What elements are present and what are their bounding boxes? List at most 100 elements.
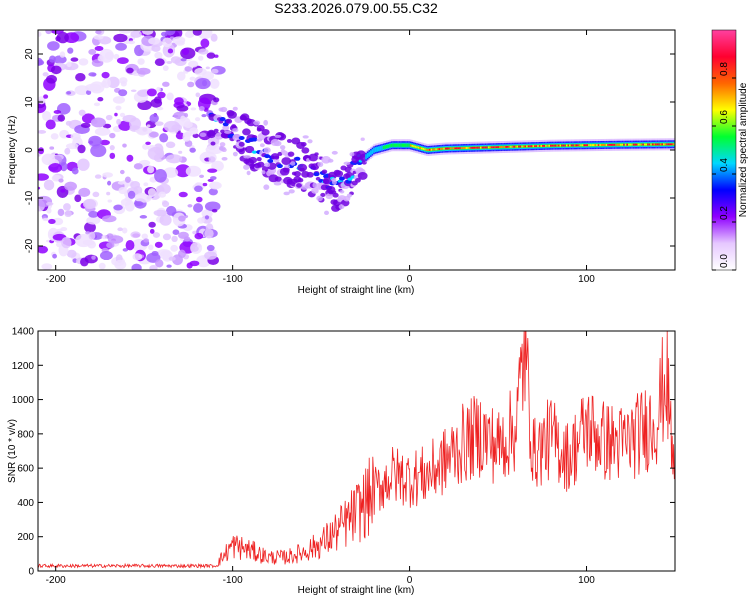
heatmap-noise-blob xyxy=(75,73,86,82)
heatmap-noise-blob xyxy=(190,245,199,252)
heatmap-noise-blob xyxy=(200,38,210,48)
heatmap-noise-blob xyxy=(38,129,47,134)
heatmap-trace-yellow xyxy=(430,148,433,151)
heatmap-noise-blob xyxy=(88,48,97,55)
heatmap-noise-blob xyxy=(113,33,128,43)
heatmap-trace-peak xyxy=(612,143,614,146)
heatmap-trace-yellow xyxy=(621,143,624,146)
heatmap-noise-blob xyxy=(60,161,68,172)
heatmap-trace-green xyxy=(384,145,386,149)
heatmap-noise-blob xyxy=(190,107,197,111)
heatmap-scatter-blob xyxy=(232,151,238,157)
heatmap-trace-peak xyxy=(481,146,484,149)
heatmap-trace-green xyxy=(385,145,388,149)
heatmap-trace-yellow xyxy=(503,145,506,148)
heatmap-trace-peak xyxy=(484,146,487,149)
heatmap-noise-blob xyxy=(188,60,199,68)
heatmap-noise-blob xyxy=(118,89,128,97)
heatmap-trace-peak xyxy=(623,143,626,146)
heatmap-noise-blob xyxy=(157,91,166,99)
heatmap-noise-blob xyxy=(192,133,200,139)
heatmap-noise-blob xyxy=(121,227,128,234)
heatmap-trace-yellow xyxy=(500,146,503,149)
heatmap-scatter-blob xyxy=(290,161,296,166)
heatmap-noise-blob xyxy=(80,257,89,267)
spectrogram-x-ticks: -200 -100 0 100 xyxy=(46,30,595,285)
heatmap-noise-blob xyxy=(168,256,176,261)
heatmap-scatter-blob xyxy=(224,130,232,134)
heatmap-trace-core xyxy=(267,158,274,163)
snr-x-tick-label: -200 xyxy=(46,575,66,586)
heatmap-scatter-blob xyxy=(246,170,251,176)
heatmap-scatter-blob xyxy=(346,193,352,198)
heatmap-noise-blob xyxy=(195,92,201,98)
heatmap-noise-blob xyxy=(118,30,133,34)
heatmap-noise-blob xyxy=(99,250,113,261)
heatmap-noise-blob xyxy=(147,188,157,198)
heatmap-noise-blob xyxy=(38,31,42,37)
heatmap-noise-blob xyxy=(63,203,71,211)
heatmap-trace-yellow xyxy=(615,143,617,146)
heatmap-noise-blob xyxy=(43,179,55,191)
heatmap-trace-yellow xyxy=(516,145,519,148)
heatmap-noise-blob xyxy=(66,249,77,258)
heatmap-noise-blob xyxy=(202,71,215,81)
heatmap-noise-blob xyxy=(143,238,150,243)
heatmap-scatter-blob xyxy=(312,182,317,188)
heatmap-noise-blob xyxy=(47,41,60,51)
heatmap-trace-peak xyxy=(626,143,629,146)
heatmap-noise-blob xyxy=(189,76,196,81)
heatmap-scatter-blob xyxy=(274,134,282,138)
heatmap-trace-yellow xyxy=(449,147,452,150)
heatmap-trace-inner xyxy=(365,154,367,160)
heatmap-trace-blob xyxy=(232,133,242,141)
heatmap-trace-yellow xyxy=(600,143,603,146)
heatmap-noise-blob xyxy=(161,31,168,37)
heatmap-trace-peak xyxy=(448,147,450,150)
heatmap-noise-blob xyxy=(90,144,107,158)
heatmap-trace-peak xyxy=(553,144,555,147)
heatmap-trace-peak xyxy=(495,146,498,149)
heatmap-trace-blob xyxy=(225,118,233,124)
heatmap-noise-blob xyxy=(131,263,142,270)
heatmap-noise-blob xyxy=(46,207,52,214)
heatmap-noise-blob xyxy=(135,126,153,135)
heatmap-trace-inner xyxy=(378,146,380,152)
heatmap-trace-green xyxy=(387,144,390,148)
heatmap-trace-peak xyxy=(483,146,485,149)
heatmap-noise-blob xyxy=(208,181,222,190)
heatmap-noise-blob xyxy=(189,260,200,267)
heatmap-trace-yellow xyxy=(663,143,665,146)
heatmap-trace-yellow xyxy=(629,143,632,146)
heatmap-trace-yellow xyxy=(594,144,597,147)
heatmap-noise-blob xyxy=(77,144,86,154)
heatmap-trace-blob xyxy=(325,193,333,200)
heatmap-noise-blob xyxy=(66,91,72,95)
heatmap-trace-yellow xyxy=(452,147,455,150)
heatmap-trace-peak xyxy=(473,146,476,149)
heatmap-noise-blob xyxy=(50,65,62,75)
colorbar-tick-label: 0.2 xyxy=(719,206,730,220)
heatmap-noise-blob xyxy=(52,217,64,226)
heatmap-noise-blob xyxy=(208,156,216,163)
heatmap-noise-blob xyxy=(163,167,179,178)
heatmap-trace-peak xyxy=(610,143,613,146)
heatmap-trace-core xyxy=(313,172,320,177)
heatmap-noise-blob xyxy=(88,135,102,147)
heatmap-trace-peak xyxy=(632,143,635,146)
heatmap-trace-peak xyxy=(446,147,449,150)
spectrogram-y-tick-label: -10 xyxy=(24,190,35,205)
heatmap-noise-blob xyxy=(101,215,117,223)
heatmap-noise-blob xyxy=(165,141,176,149)
heatmap-trace-blob xyxy=(242,128,251,136)
heatmap-trace-peak xyxy=(492,146,495,149)
spectrogram-y-ticks: -20 -10 0 10 20 xyxy=(24,48,675,253)
heatmap-trace-yellow xyxy=(581,144,584,147)
heatmap-trace-green xyxy=(400,143,402,147)
heatmap-noise-blob xyxy=(113,53,120,60)
heatmap-trace-green xyxy=(395,143,398,147)
heatmap-trace-peak xyxy=(476,146,479,149)
heatmap-trace-yellow xyxy=(591,144,594,147)
heatmap-noise-blob xyxy=(41,263,53,270)
heatmap-scatter-blob xyxy=(339,189,345,194)
